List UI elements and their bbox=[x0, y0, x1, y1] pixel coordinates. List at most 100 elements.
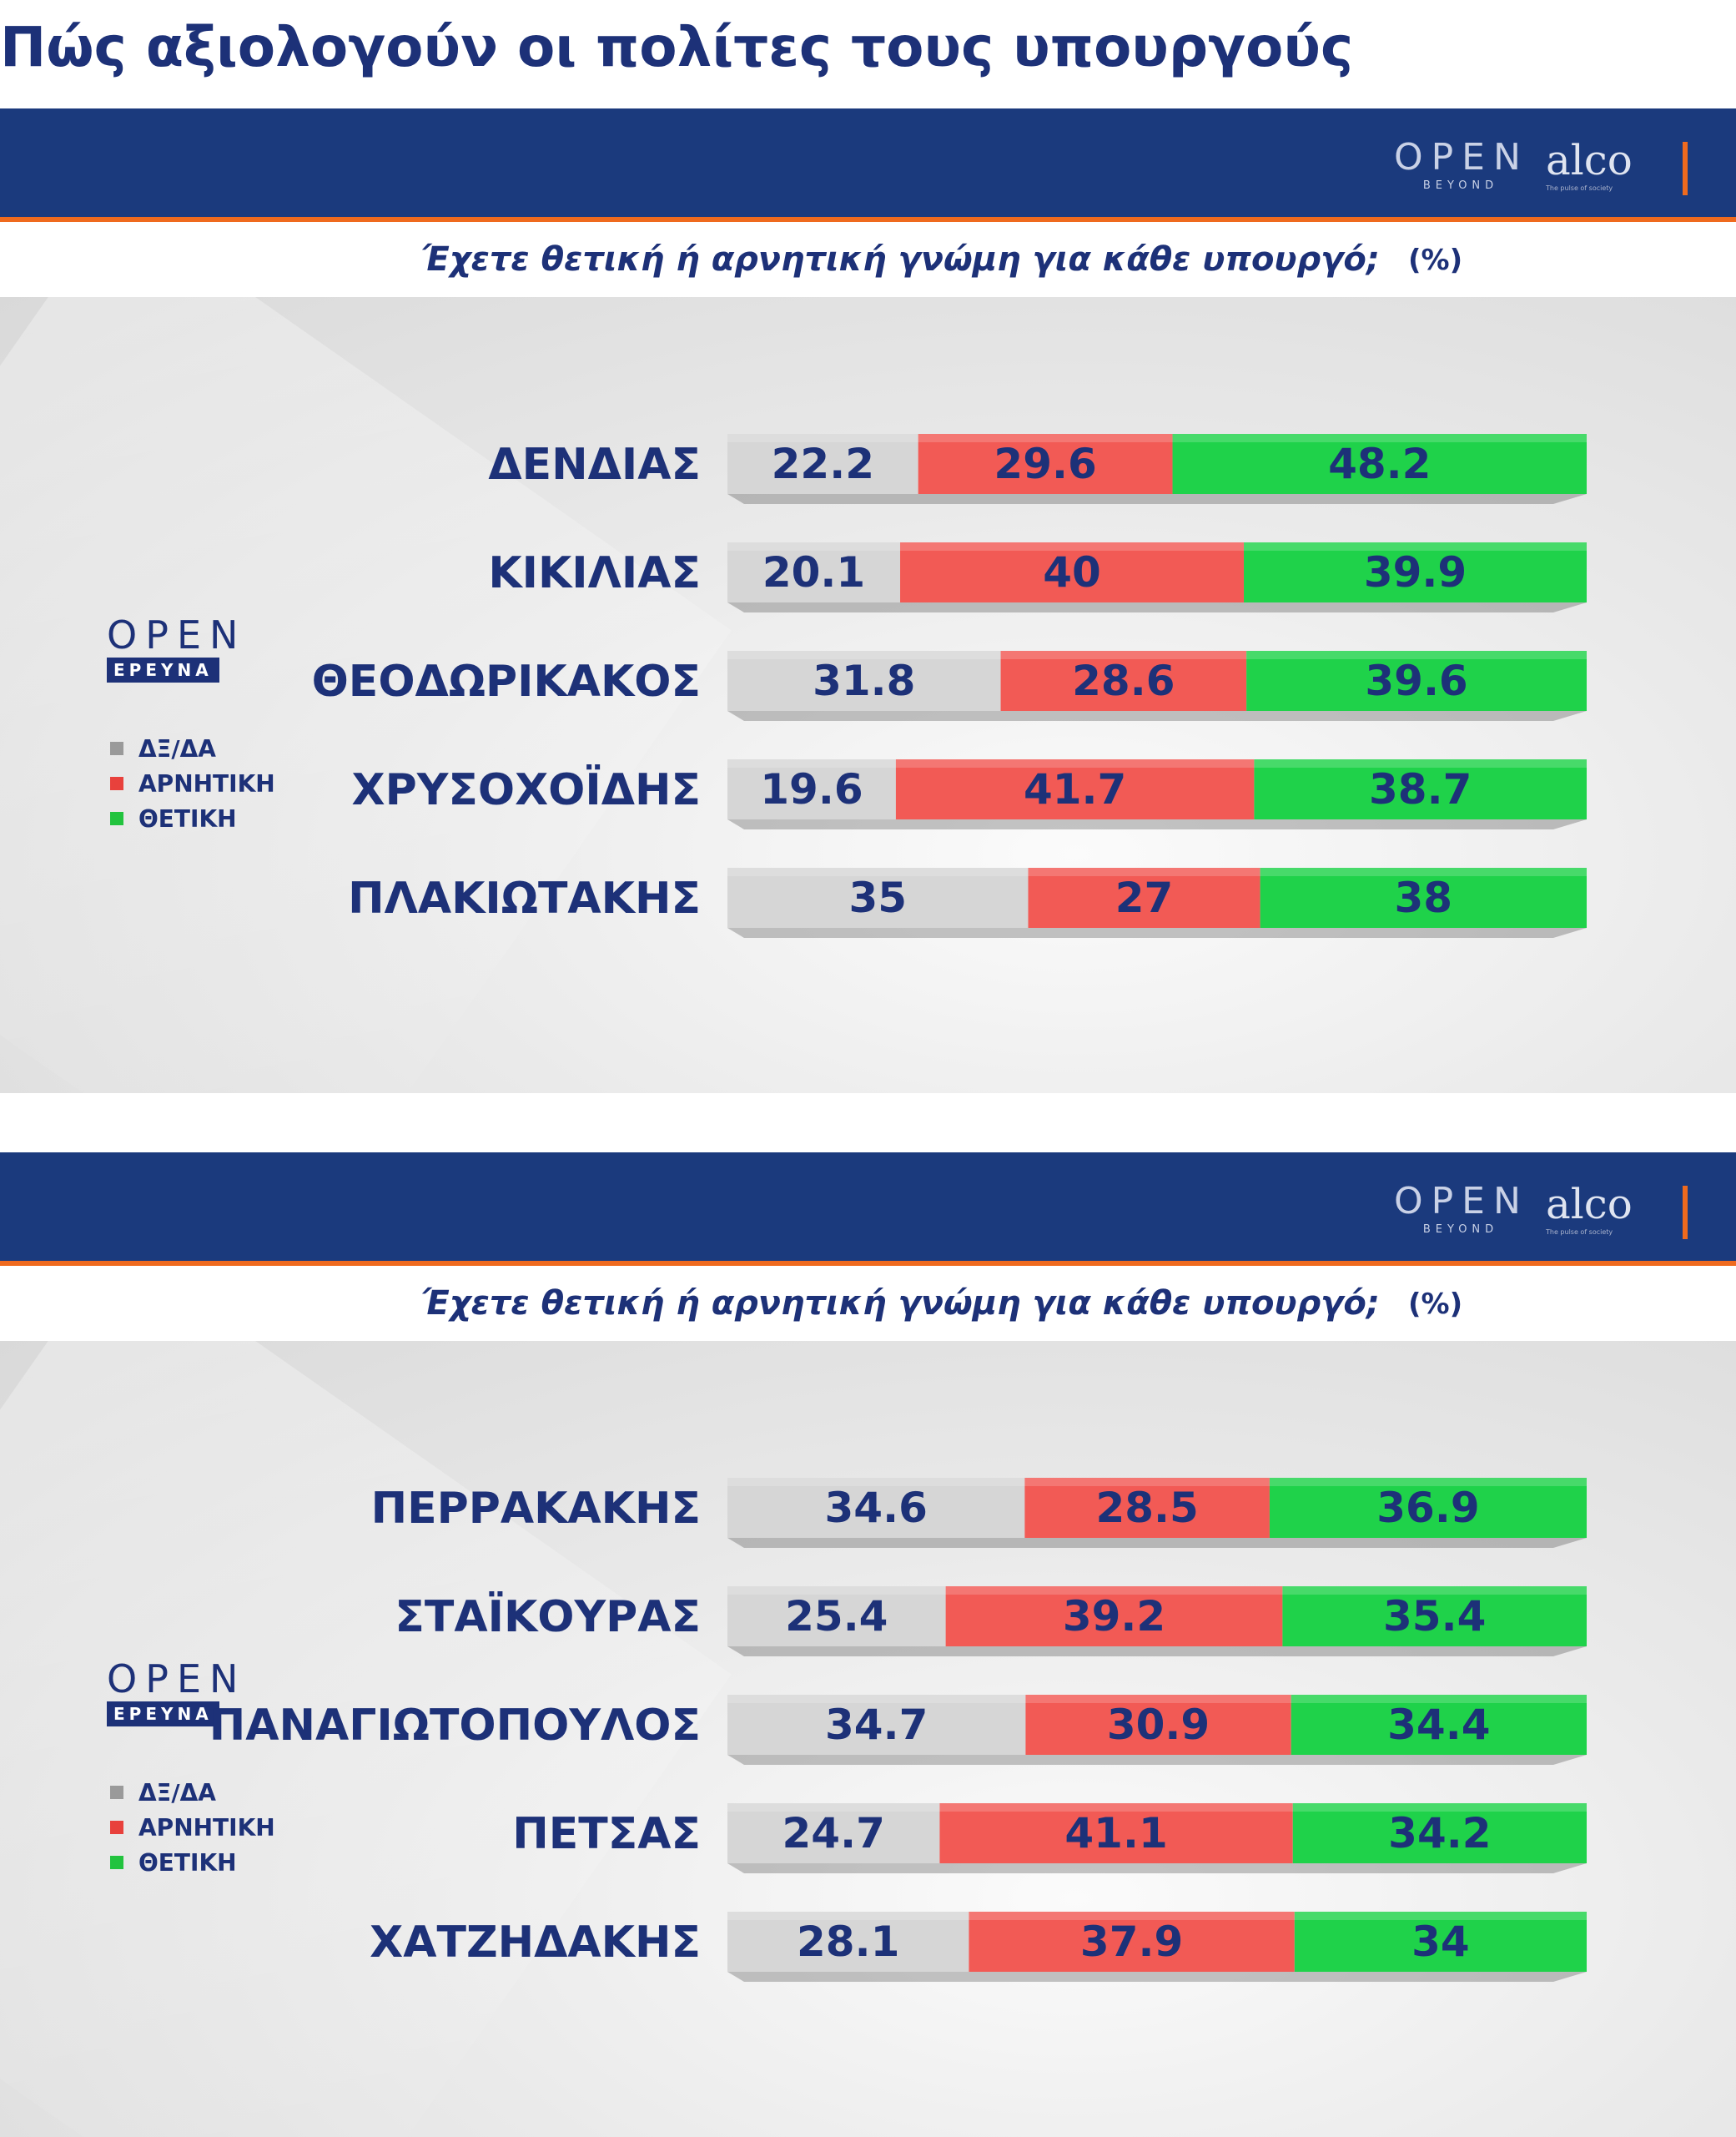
stacked-bar-chart: ΔΕΝΔΙΑΣ 22.2 29.6 48.2 ΚΙΚΙΛΙΑΣ 20.1 40 39.9 ΘΕΟ… bbox=[312, 434, 1587, 938]
data-label: 41.7 bbox=[1024, 765, 1126, 814]
bar-row: ΘΕΟΔΩΡΙΚΑΚΟΣ 31.8 28.6 39.6 bbox=[312, 651, 1587, 721]
data-label: 39.9 bbox=[1364, 548, 1467, 597]
open-logo-sub: BEYOND bbox=[1422, 1223, 1499, 1236]
question-strip: Έχετε θετική ή αρνητική γνώμη για κάθε υ… bbox=[0, 222, 1736, 297]
bar-segment-dk bbox=[727, 434, 918, 494]
bar-segment-positive bbox=[1291, 1695, 1587, 1755]
question-text: Έχετε θετική ή αρνητική γνώμη για κάθε υ… bbox=[421, 1284, 1380, 1323]
alco-logo: alco The pulse of society bbox=[1546, 137, 1663, 195]
data-label: 25.4 bbox=[785, 1592, 888, 1641]
bar-row: ΣΤΑΪΚΟΥΡΑΣ 25.4 39.2 35.4 bbox=[395, 1586, 1587, 1656]
legend-label: ΔΞ/ΔΑ bbox=[138, 734, 216, 763]
category-label: ΠΕΤΣΑΣ bbox=[512, 1809, 701, 1859]
bar-segment-positive bbox=[1260, 868, 1587, 928]
page-title: Πώς αξιολογούν οι πολίτες τους υπουργούς bbox=[0, 15, 1354, 79]
bar-highlight bbox=[727, 759, 1587, 768]
bar-segment-dk bbox=[727, 1586, 946, 1646]
bar-segment-negative bbox=[900, 542, 1245, 602]
data-label: 28.5 bbox=[1095, 1484, 1198, 1532]
legend-label: ΑΡΝΗΤΙΚΗ bbox=[138, 1813, 275, 1842]
legend-label: ΑΡΝΗΤΙΚΗ bbox=[138, 769, 275, 798]
legend-item-dk: ΔΞ/ΔΑ bbox=[110, 731, 275, 766]
data-label: 39.6 bbox=[1365, 657, 1467, 705]
panel-header: OPEN BEYOND alco The pulse of society bbox=[0, 108, 1736, 222]
bar-shadow bbox=[727, 1538, 1587, 1548]
data-label: 19.6 bbox=[760, 765, 863, 814]
legend-swatch bbox=[110, 777, 123, 790]
bar-segment-dk bbox=[727, 1695, 1026, 1755]
data-label: 34 bbox=[1411, 1918, 1470, 1966]
bar-segment-negative bbox=[1024, 1478, 1270, 1538]
bar-segment-negative bbox=[969, 1912, 1295, 1972]
category-label: ΣΤΑΪΚΟΥΡΑΣ bbox=[395, 1590, 701, 1642]
bar-row: ΔΕΝΔΙΑΣ 22.2 29.6 48.2 bbox=[488, 434, 1587, 504]
unit-label: (%) bbox=[1408, 1288, 1463, 1321]
data-label: 41.1 bbox=[1064, 1809, 1167, 1857]
data-label: 27 bbox=[1115, 874, 1174, 922]
bar-segment-dk bbox=[727, 1912, 969, 1972]
legend-swatch bbox=[110, 812, 123, 825]
open-beyond-logo: OPEN BEYOND bbox=[1394, 1181, 1527, 1239]
data-label: 40 bbox=[1043, 548, 1101, 597]
bar-segment-positive bbox=[1292, 1803, 1587, 1863]
data-label: 34.6 bbox=[825, 1484, 928, 1532]
category-label: ΠΕΡΡΑΚΑΚΗΣ bbox=[371, 1484, 701, 1534]
data-label: 22.2 bbox=[772, 440, 874, 488]
bar-highlight bbox=[727, 542, 1587, 551]
bar-segment-dk bbox=[727, 542, 901, 602]
data-label: 35 bbox=[848, 874, 907, 922]
bar-row: ΚΙΚΙΛΙΑΣ 20.1 40 39.9 bbox=[488, 542, 1587, 612]
bar-shadow bbox=[727, 1863, 1587, 1873]
bar-row: ΠΕΡΡΑΚΑΚΗΣ 34.6 28.5 36.9 bbox=[371, 1478, 1587, 1548]
data-label: 28.1 bbox=[797, 1918, 899, 1966]
data-label: 30.9 bbox=[1107, 1701, 1210, 1749]
legend-item-dk: ΔΞ/ΔΑ bbox=[110, 1775, 275, 1810]
alco-logo-word: alco bbox=[1546, 1180, 1633, 1228]
open-erevna-logo: OPEN ΕΡΕΥΝΑ bbox=[107, 614, 282, 683]
data-label: 34.7 bbox=[825, 1701, 928, 1749]
data-label: 34.2 bbox=[1388, 1809, 1491, 1857]
bar-shadow bbox=[727, 711, 1587, 721]
bar-highlight bbox=[727, 868, 1587, 876]
legend-label: ΘΕΤΙΚΗ bbox=[138, 1848, 237, 1877]
bar-segment-positive bbox=[1282, 1586, 1587, 1646]
bar-highlight bbox=[727, 651, 1587, 659]
bar-segment-negative bbox=[1000, 651, 1247, 711]
logo-open-word: OPEN bbox=[107, 1656, 247, 1701]
data-label: 24.7 bbox=[782, 1809, 885, 1857]
bar-segment-negative bbox=[945, 1586, 1283, 1646]
data-label: 48.2 bbox=[1328, 440, 1431, 488]
data-label: 34.4 bbox=[1387, 1701, 1490, 1749]
data-label: 35.4 bbox=[1383, 1592, 1486, 1641]
category-label: ΠΛΑΚΙΩΤΑΚΗΣ bbox=[348, 874, 701, 924]
bar-segment-negative bbox=[918, 434, 1173, 494]
legend-swatch bbox=[110, 742, 123, 755]
brand-divider bbox=[1683, 1186, 1688, 1239]
bar-row: ΧΑΤΖΗΔΑΚΗΣ 28.1 37.9 34 bbox=[370, 1912, 1587, 1982]
bar-row: ΠΛΑΚΙΩΤΑΚΗΣ 35 27 38 bbox=[348, 868, 1587, 938]
chart-legend: ΔΞ/ΔΑ ΑΡΝΗΤΙΚΗ ΘΕΤΙΚΗ bbox=[110, 1775, 275, 1880]
open-logo-word: OPEN bbox=[1394, 1180, 1529, 1222]
bar-segment-dk bbox=[727, 1478, 1025, 1538]
bar-shadow bbox=[727, 602, 1587, 612]
logo-open-word: OPEN bbox=[107, 612, 247, 658]
bar-row: ΧΡΥΣΟΧΟΪΔΗΣ 19.6 41.7 38.7 bbox=[351, 759, 1587, 829]
data-label: 31.8 bbox=[813, 657, 915, 705]
category-label: ΚΙΚΙΛΙΑΣ bbox=[488, 548, 701, 598]
bar-segment-dk bbox=[727, 651, 1001, 711]
legend-item-negative: ΑΡΝΗΤΙΚΗ bbox=[110, 766, 275, 801]
question-strip: Έχετε θετική ή αρνητική γνώμη για κάθε υ… bbox=[0, 1266, 1736, 1341]
bar-segment-positive bbox=[1172, 434, 1587, 494]
legend-item-positive: ΘΕΤΙΚΗ bbox=[110, 801, 275, 836]
logo-erevna-word: ΕΡΕΥΝΑ bbox=[107, 1701, 219, 1726]
bar-segment-negative bbox=[1028, 868, 1260, 928]
bar-highlight bbox=[727, 1912, 1587, 1920]
legend-swatch bbox=[110, 1856, 123, 1869]
open-beyond-logo: OPEN BEYOND bbox=[1394, 137, 1527, 195]
chart-legend: ΔΞ/ΔΑ ΑΡΝΗΤΙΚΗ ΘΕΤΙΚΗ bbox=[110, 731, 275, 836]
bar-segment-negative bbox=[895, 759, 1255, 819]
bar-segment-dk bbox=[727, 1803, 940, 1863]
question-text: Έχετε θετική ή αρνητική γνώμη για κάθε υ… bbox=[421, 240, 1380, 279]
bar-shadow bbox=[727, 1972, 1587, 1982]
bar-highlight bbox=[727, 1478, 1587, 1486]
